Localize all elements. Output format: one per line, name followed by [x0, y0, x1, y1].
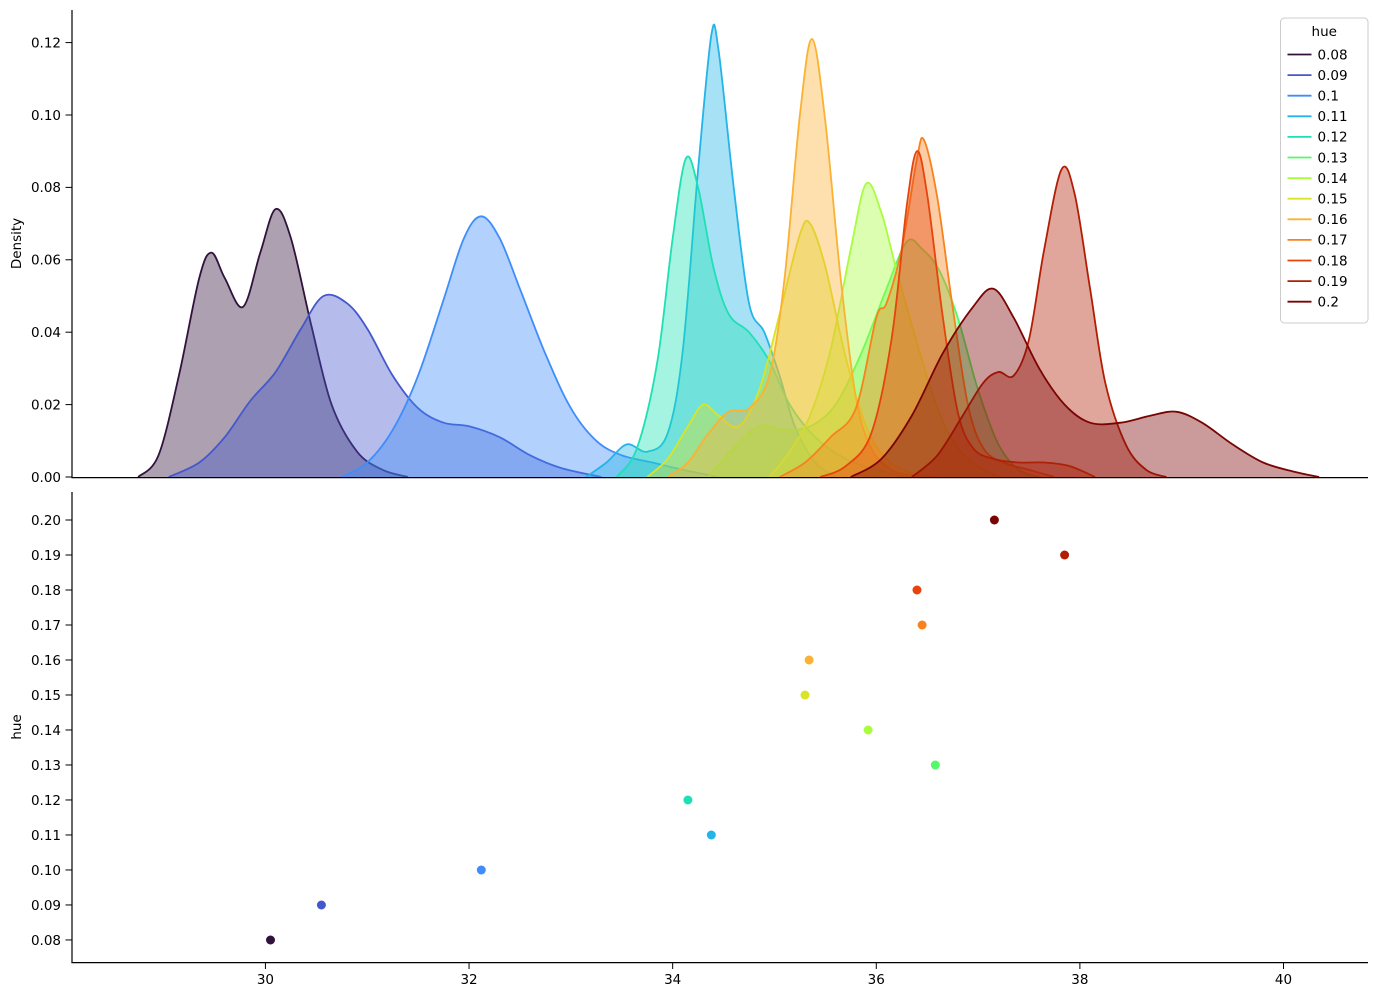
scatter-point-0.17: [917, 620, 927, 630]
scatter-point-0.1: [476, 865, 486, 875]
kde-ytick-label: 0.08: [31, 180, 61, 196]
legend-entry-label: 0.13: [1318, 150, 1348, 166]
scatter-xtick-label: 34: [664, 972, 681, 988]
legend-entry-label: 0.19: [1318, 274, 1348, 290]
kde-ytick-label: 0.02: [31, 397, 61, 413]
scatter-xtick-label: 38: [1071, 972, 1088, 988]
scatter-xtick-label: 32: [460, 972, 477, 988]
legend-title: hue: [1312, 24, 1337, 40]
scatter-xtick-label: 36: [868, 972, 885, 988]
scatter-point-0.15: [800, 690, 810, 700]
scatter-point-0.11: [706, 830, 716, 840]
kde-curve-0.13: [707, 238, 1040, 478]
legend-entry-label: 0.11: [1318, 109, 1348, 125]
kde-ytick-label: 0.10: [31, 108, 61, 124]
kde-curve-0.08: [137, 207, 409, 478]
legend-entry-label: 0.14: [1318, 171, 1348, 187]
scatter-ytick-label: 0.18: [31, 583, 61, 599]
scatter-ytick-label: 0.11: [31, 828, 61, 844]
legend-box: [1280, 17, 1369, 324]
legend-entry-label: 0.12: [1318, 130, 1348, 146]
scatter-point-0.19: [1060, 550, 1070, 560]
kde-curve-0.15: [646, 219, 938, 478]
legend-entry-label: 0.1: [1318, 89, 1339, 105]
scatter-ytick-label: 0.14: [31, 723, 61, 739]
kde-curve-0.09: [168, 293, 602, 478]
scatter-ytick-label: 0.13: [31, 758, 61, 774]
scatter-point-0.13: [930, 760, 940, 770]
kde-curve-0.14: [768, 181, 999, 478]
y-axis-label-density: Density: [9, 218, 25, 269]
scatter-ytick-label: 0.10: [31, 863, 61, 879]
legend-entry-label: 0.09: [1318, 68, 1348, 84]
legend-entry-label: 0.18: [1318, 253, 1348, 269]
kde-curve-0.18: [819, 150, 1096, 478]
scatter-point-0.08: [266, 935, 275, 945]
scatter-ytick-label: 0.20: [31, 513, 61, 529]
legend-entry-label: 0.17: [1318, 233, 1348, 249]
legend-entry-label: 0.16: [1318, 212, 1348, 228]
scatter-point-0.14: [863, 725, 873, 735]
kde-ytick-label: 0.04: [31, 325, 61, 341]
scatter-ytick-label: 0.15: [31, 688, 61, 704]
kde-ytick-label: 0.12: [31, 35, 61, 51]
scatter-point-0.16: [804, 655, 814, 665]
kde-curve-0.12: [615, 155, 908, 478]
legend-entry-label: 0.15: [1318, 192, 1348, 208]
kde-curve-0.16: [667, 38, 918, 478]
scatter-ytick-label: 0.08: [31, 933, 61, 949]
scatter-ytick-label: 0.16: [31, 653, 61, 669]
scatter-point-0.09: [316, 900, 326, 910]
scatter-point-0.12: [683, 795, 693, 805]
scatter-point-0.18: [912, 585, 922, 595]
kde-ytick-label: 0.06: [31, 253, 61, 269]
y-axis-label-hue: hue: [9, 714, 25, 739]
kde-ytick-label: 0.00: [31, 470, 61, 486]
kde-curve-0.1: [341, 215, 719, 478]
legend-entry-label: 0.08: [1318, 47, 1348, 63]
legend-entry-label: 0.2: [1318, 295, 1339, 311]
kde-curve-0.17: [779, 136, 1055, 478]
scatter-ytick-label: 0.09: [31, 898, 61, 914]
scatter-xtick-label: 40: [1275, 972, 1292, 988]
kde-curve-0.2: [850, 287, 1320, 478]
scatter-ytick-label: 0.17: [31, 618, 61, 634]
scatter-point-0.2: [989, 515, 999, 525]
scatter-ytick-label: 0.19: [31, 548, 61, 564]
scatter-xtick-label: 30: [257, 972, 274, 988]
scatter-ytick-label: 0.12: [31, 793, 61, 809]
